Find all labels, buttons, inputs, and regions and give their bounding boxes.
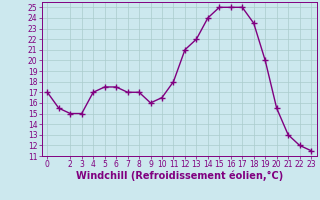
X-axis label: Windchill (Refroidissement éolien,°C): Windchill (Refroidissement éolien,°C)	[76, 171, 283, 181]
